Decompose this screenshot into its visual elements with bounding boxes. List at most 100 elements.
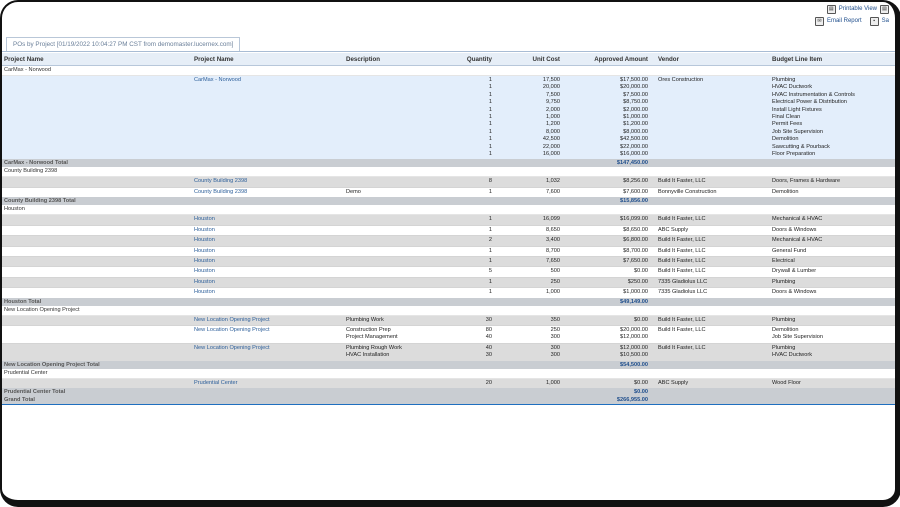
cell-line: Build It Faster, LLC: [658, 178, 706, 185]
project-link[interactable]: Houston: [194, 278, 215, 285]
cell-line: 8,000: [546, 128, 560, 135]
group-total-amount: $0.00: [562, 387, 650, 396]
project-link[interactable]: New Location Opening Project: [194, 326, 270, 333]
col-budget-line-item[interactable]: Budget Line Item: [770, 53, 895, 66]
col-approved-amount[interactable]: Approved Amount: [562, 53, 650, 66]
project-link[interactable]: New Location Opening Project: [194, 344, 270, 351]
cell-line: 1: [488, 226, 492, 233]
unit-cost-cell: 500: [494, 266, 562, 278]
table-row[interactable]: Houston 1 1,000 $1,000.00 7335 Gladiolus LLC…: [2, 287, 895, 298]
cell-line: Install Light Fixtures: [772, 106, 822, 113]
cell-line: $0.00: [634, 379, 648, 386]
group-spacer-cell: [2, 235, 192, 246]
col-quantity[interactable]: Quantity: [444, 53, 494, 66]
project-name-cell[interactable]: County Building 2398: [192, 176, 344, 188]
cell-line: 300: [550, 344, 560, 351]
col-unit-cost[interactable]: Unit Cost: [494, 53, 562, 66]
quantity-cell: 1: [444, 224, 494, 236]
project-name-cell[interactable]: Houston: [192, 266, 344, 278]
cell-line: Demolition: [772, 136, 799, 143]
cell-line: HVAC Ductwork: [772, 84, 812, 91]
project-link[interactable]: CarMax - Norwood: [194, 77, 241, 83]
table-row[interactable]: New Location Opening Project Plumbing Wor…: [2, 314, 895, 326]
table-row[interactable]: Houston 1 7,650 $7,650.00 Build It Faster, L…: [2, 255, 895, 267]
description-cell: [344, 245, 444, 257]
table-row[interactable]: New Location Opening Project Construction…: [2, 324, 895, 344]
table-row[interactable]: Houston 1 8,700 $8,700.00 Build It Faster, L…: [2, 245, 895, 257]
quantity-cell: 1: [444, 214, 494, 226]
approved-amount-cell: $6,800.00: [562, 235, 650, 246]
project-name-cell[interactable]: Houston: [192, 245, 344, 257]
group-spacer-cell: [2, 276, 192, 288]
table-row[interactable]: CarMax - Norwood 1 1 1 1 1 1 1 1 1 1 1 17,500 20,000 7…: [2, 75, 895, 160]
project-link[interactable]: Houston: [194, 257, 215, 264]
cell-line: Electrical Power & Distribution: [772, 99, 847, 106]
project-name-cell[interactable]: Houston: [192, 276, 344, 288]
table-row[interactable]: New Location Opening Project Plumbing Rou…: [2, 342, 895, 361]
save-report-link[interactable]: ▪ Sa: [869, 16, 889, 26]
project-name-cell[interactable]: Houston: [192, 255, 344, 267]
col-description[interactable]: Description: [344, 53, 444, 66]
project-name-cell[interactable]: New Location Opening Project: [192, 314, 344, 326]
budget-line-item-cell: Doors, Frames & Hardware: [770, 176, 895, 188]
table-row[interactable]: Prudential Center 20 1,000 $0.00 ABC Supply W…: [2, 377, 895, 388]
cell-line: 300: [550, 334, 560, 341]
project-link[interactable]: Prudential Center: [194, 379, 238, 386]
project-link[interactable]: Houston: [194, 226, 215, 233]
project-name-cell[interactable]: New Location Opening Project: [192, 342, 344, 361]
printable-view-link[interactable]: ▤ Printable View ▤: [826, 4, 889, 14]
table-row[interactable]: Houston 1 8,650 $8,650.00 ABC Supply Doors & …: [2, 224, 895, 236]
project-name-cell[interactable]: Houston: [192, 235, 344, 246]
total-spacer: [650, 360, 895, 369]
budget-line-item-cell: Wood Floor: [770, 377, 895, 388]
description-cell: Construction Prep Project Management: [344, 324, 444, 344]
table-row[interactable]: County Building 2398 Demo 1 7,600 $7,600.00 B…: [2, 186, 895, 198]
cell-line: Floor Preparation: [772, 151, 816, 158]
printer-icon: ▤: [826, 4, 836, 14]
group-spacer-cell: [2, 377, 192, 388]
table-row[interactable]: Houston 2 3,400 $6,800.00 Build It Faster, L…: [2, 235, 895, 246]
project-link[interactable]: Houston: [194, 216, 215, 223]
project-name-cell[interactable]: Houston: [192, 224, 344, 236]
project-link[interactable]: Houston: [194, 289, 215, 296]
project-link[interactable]: New Location Opening Project: [194, 316, 270, 323]
cell-line: 1: [488, 136, 492, 143]
cell-line: 1: [488, 247, 492, 254]
cell-line: 300: [550, 352, 560, 359]
cell-line: 500: [550, 268, 560, 275]
table-row[interactable]: Houston 1 16,099 $16,099.00 Build It Faster,…: [2, 214, 895, 226]
cell-line: 1: [488, 121, 492, 128]
cell-line: 1: [488, 188, 492, 195]
cell-line: Plumbing Rough Work: [346, 344, 402, 351]
project-name-cell[interactable]: Houston: [192, 287, 344, 298]
project-link[interactable]: Houston: [194, 237, 215, 244]
email-report-link[interactable]: ✉ Email Report: [814, 16, 862, 26]
group-header-row: CarMax - Norwood: [2, 65, 895, 76]
table-row[interactable]: Houston 5 500 $0.00 Build It Faster, LLC Dryw…: [2, 266, 895, 278]
project-name-cell[interactable]: County Building 2398: [192, 186, 344, 198]
cell-line: $7,500.00: [623, 91, 648, 98]
cell-line: Bonnyville Construction: [658, 188, 717, 195]
cell-line: $7,650.00: [623, 257, 648, 264]
project-link[interactable]: County Building 2398: [194, 188, 248, 195]
project-link[interactable]: County Building 2398: [194, 178, 248, 185]
quantity-cell: 30: [444, 314, 494, 326]
cell-line: HVAC Instrumentation & Controls: [772, 91, 855, 98]
cell-line: Build It Faster, LLC: [658, 247, 706, 254]
col-project-group[interactable]: Project Name: [2, 53, 192, 66]
cell-line: 7,600: [546, 188, 560, 195]
group-spacer-cell: [2, 255, 192, 267]
cell-line: Doors & Windows: [772, 226, 817, 233]
project-link[interactable]: Houston: [194, 247, 215, 254]
col-vendor[interactable]: Vendor: [650, 53, 770, 66]
project-link[interactable]: Houston: [194, 268, 215, 275]
table-row[interactable]: County Building 2398 8 1,032 $8,256.00 Build…: [2, 176, 895, 188]
project-name-cell[interactable]: Houston: [192, 214, 344, 226]
table-row[interactable]: Houston 1 250 $250.00 7335 Gladiolus LLC Plum…: [2, 276, 895, 288]
col-project-name[interactable]: Project Name: [192, 53, 344, 66]
project-name-cell[interactable]: CarMax - Norwood: [192, 75, 344, 160]
project-name-cell[interactable]: Prudential Center: [192, 377, 344, 388]
approved-amount-cell: $0.00: [562, 266, 650, 278]
project-name-cell[interactable]: New Location Opening Project: [192, 324, 344, 344]
report-tab[interactable]: POs by Project [01/19/2022 10:04:27 PM C…: [6, 37, 241, 51]
